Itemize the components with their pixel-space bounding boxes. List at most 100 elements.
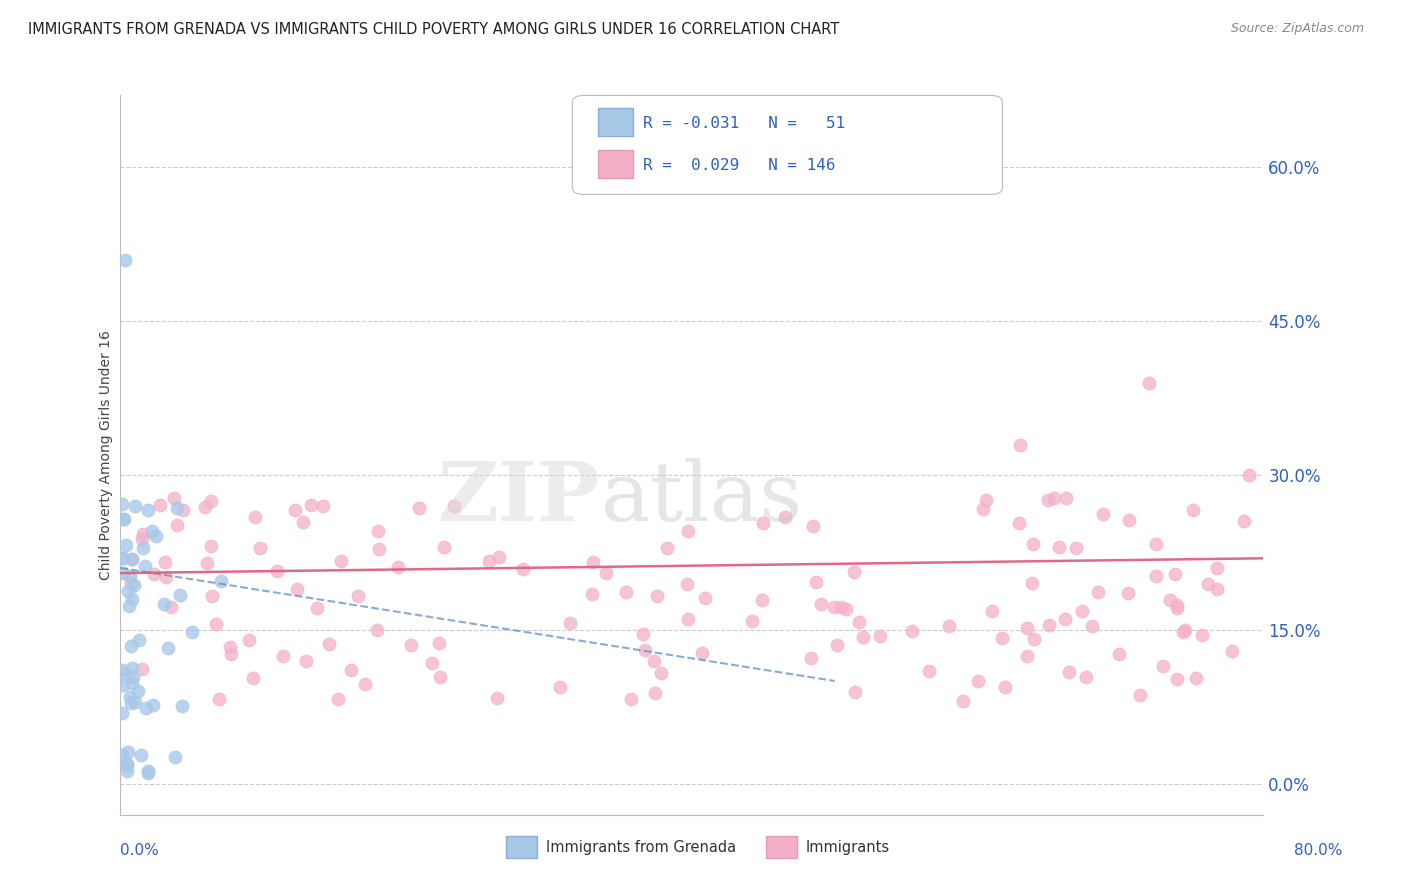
Point bbox=[115, 764, 138, 778]
Point bbox=[112, 511, 135, 525]
Text: Source: ZipAtlas.com: Source: ZipAtlas.com bbox=[1230, 22, 1364, 36]
Point bbox=[582, 555, 605, 569]
Point bbox=[1166, 598, 1188, 612]
Point bbox=[827, 638, 849, 652]
Point bbox=[1054, 612, 1077, 626]
Point bbox=[1038, 493, 1060, 508]
Point bbox=[485, 690, 508, 705]
Point bbox=[595, 566, 617, 580]
Point bbox=[111, 663, 134, 677]
Point bbox=[1233, 514, 1256, 528]
Point bbox=[427, 635, 450, 649]
Point bbox=[752, 516, 775, 531]
Point bbox=[294, 654, 316, 668]
Point bbox=[1116, 586, 1139, 600]
Point bbox=[676, 524, 699, 538]
Point bbox=[1171, 625, 1194, 640]
Point bbox=[128, 633, 150, 648]
Point bbox=[1021, 575, 1043, 590]
Point bbox=[869, 629, 891, 643]
Point bbox=[136, 503, 159, 517]
Point bbox=[131, 532, 153, 546]
Point bbox=[657, 541, 679, 555]
Point bbox=[200, 494, 222, 508]
Point bbox=[204, 617, 226, 632]
Point bbox=[124, 695, 146, 709]
Point bbox=[1015, 622, 1038, 636]
Point bbox=[801, 518, 824, 533]
Point bbox=[120, 569, 142, 583]
Point bbox=[122, 578, 145, 592]
Point bbox=[201, 589, 224, 603]
Point bbox=[111, 706, 134, 720]
Point bbox=[478, 554, 501, 568]
Point bbox=[172, 503, 194, 517]
Y-axis label: Child Poverty Among Girls Under 16: Child Poverty Among Girls Under 16 bbox=[100, 330, 114, 580]
Point bbox=[149, 498, 172, 512]
Point bbox=[111, 512, 134, 526]
Point bbox=[799, 650, 821, 665]
Point bbox=[1066, 541, 1088, 555]
Point bbox=[974, 493, 997, 508]
Point bbox=[318, 637, 340, 651]
Point bbox=[1137, 376, 1160, 390]
Point bbox=[207, 692, 229, 706]
Point bbox=[111, 551, 134, 566]
Point bbox=[121, 552, 143, 566]
Point bbox=[159, 600, 181, 615]
Point bbox=[121, 591, 143, 606]
Point bbox=[844, 685, 866, 699]
Point bbox=[166, 517, 188, 532]
Point bbox=[690, 646, 713, 660]
Point bbox=[488, 549, 510, 564]
Point bbox=[1181, 503, 1204, 517]
Point bbox=[117, 584, 139, 599]
Point bbox=[1047, 540, 1070, 554]
Point bbox=[1159, 592, 1181, 607]
Point bbox=[804, 575, 827, 590]
Point bbox=[842, 565, 865, 579]
Point bbox=[918, 664, 941, 678]
Point bbox=[830, 599, 852, 614]
Point bbox=[938, 619, 960, 633]
Point bbox=[112, 667, 135, 681]
Point bbox=[401, 638, 423, 652]
Point bbox=[852, 631, 875, 645]
Point bbox=[243, 510, 266, 524]
Point bbox=[132, 526, 155, 541]
Point bbox=[1087, 584, 1109, 599]
Point bbox=[129, 748, 152, 763]
Point bbox=[1237, 468, 1260, 483]
Point bbox=[1008, 516, 1031, 530]
Point bbox=[162, 491, 184, 505]
Point bbox=[1206, 561, 1229, 575]
Point bbox=[835, 602, 858, 616]
Point bbox=[620, 692, 643, 706]
Point bbox=[972, 502, 994, 516]
Point bbox=[1071, 604, 1094, 618]
Point bbox=[124, 499, 146, 513]
Point bbox=[420, 657, 443, 671]
Point bbox=[644, 686, 666, 700]
Point bbox=[1091, 507, 1114, 521]
Point bbox=[311, 500, 333, 514]
Point bbox=[347, 589, 370, 603]
Point bbox=[127, 683, 149, 698]
Point bbox=[218, 640, 240, 654]
Point bbox=[284, 503, 307, 517]
Point bbox=[249, 541, 271, 555]
Point bbox=[966, 673, 988, 688]
Point bbox=[633, 627, 655, 641]
Point bbox=[1144, 537, 1167, 551]
Point bbox=[693, 591, 716, 605]
Point bbox=[117, 746, 139, 760]
Point bbox=[614, 585, 637, 599]
Point bbox=[142, 698, 165, 712]
Point bbox=[305, 600, 328, 615]
Point bbox=[848, 615, 870, 629]
Point bbox=[581, 587, 603, 601]
Point bbox=[1057, 665, 1080, 680]
Point bbox=[1108, 648, 1130, 662]
Point bbox=[1166, 672, 1188, 686]
Point bbox=[121, 552, 143, 566]
